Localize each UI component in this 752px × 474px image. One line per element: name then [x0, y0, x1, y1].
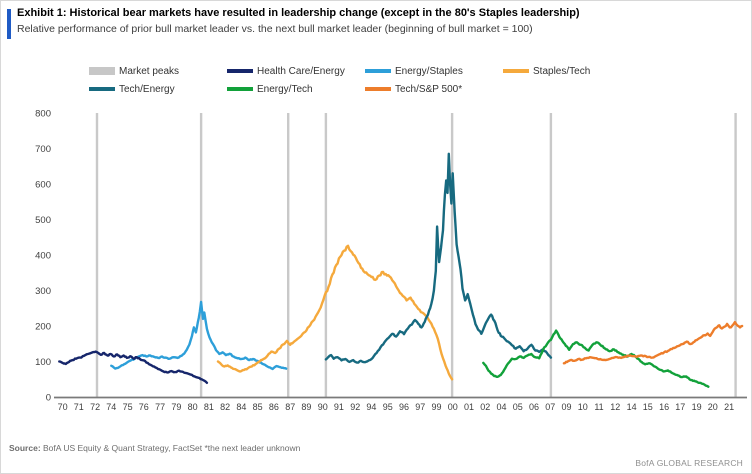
x-tick-label: 86: [269, 402, 279, 412]
y-tick-label: 0: [46, 393, 51, 404]
x-tick-label: 00: [448, 402, 458, 412]
x-tick-label: 89: [301, 402, 311, 412]
x-tick-label: 02: [480, 402, 490, 412]
brand-label: BofA GLOBAL RESEARCH: [635, 458, 743, 468]
legend-swatch: [503, 69, 529, 73]
legend-label: Energy/Staples: [395, 65, 463, 77]
series-line-tech-s-p-500: [562, 320, 744, 365]
x-axis-labels: 70 71 72 74 75 76 77 79 80 81 82 84 85 86 87 89 90 91 92 94…: [58, 402, 735, 412]
x-tick-label: 76: [139, 402, 149, 412]
x-tick-label: 99: [431, 402, 441, 412]
series-line-tech-energy: [324, 152, 553, 364]
x-tick-label: 72: [90, 402, 100, 412]
market-peak-band: [450, 113, 454, 397]
y-axis-labels: 0 100 200 300 400 500 600 700 800: [35, 109, 51, 404]
legend-item-energy-tech: Energy/Tech: [227, 82, 365, 96]
x-tick-label: 10: [578, 402, 588, 412]
source-text: BofA US Equity & Quant Strategy, FactSet…: [40, 443, 301, 453]
y-tick-label: 700: [35, 144, 51, 155]
x-tick-label: 16: [659, 402, 669, 412]
x-tick-label: 09: [561, 402, 571, 412]
legend-swatch: [365, 69, 391, 73]
x-tick-label: 19: [692, 402, 702, 412]
x-tick-label: 84: [236, 402, 246, 412]
x-tick-label: 77: [155, 402, 165, 412]
series-line-energy-staples: [110, 300, 288, 371]
legend-item-energy-staples: Energy/Staples: [365, 64, 503, 78]
x-tick-label: 07: [545, 402, 555, 412]
y-tick-label: 800: [35, 109, 51, 120]
legend-label: Staples/Tech: [533, 65, 591, 77]
x-tick-label: 17: [675, 402, 685, 412]
market-peak-band: [199, 113, 203, 397]
x-tick-label: 95: [383, 402, 393, 412]
legend-swatch: [227, 87, 253, 91]
x-tick-label: 05: [513, 402, 523, 412]
legend-swatch: [365, 87, 391, 91]
legend-label: Energy/Tech: [257, 83, 313, 95]
x-tick-label: 85: [253, 402, 263, 412]
x-tick-label: 75: [123, 402, 133, 412]
x-tick-label: 94: [366, 402, 376, 412]
market-peak-band: [549, 113, 553, 397]
y-tick-label: 500: [35, 215, 51, 226]
x-tick-label: 96: [399, 402, 409, 412]
source-note: Source: BofA US Equity & Quant Strategy,…: [9, 443, 300, 453]
y-tick-label: 600: [35, 180, 51, 191]
market-peak-band: [95, 113, 99, 397]
legend-label: Market peaks: [119, 65, 180, 77]
market-peak-band: [287, 113, 290, 397]
x-tick-label: 92: [350, 402, 360, 412]
x-tick-label: 71: [74, 402, 84, 412]
x-tick-label: 81: [204, 402, 214, 412]
series-line-health-care-energy: [58, 350, 209, 384]
source-label: Source:: [9, 443, 41, 453]
series-line-energy-tech: [482, 329, 710, 388]
legend-swatch: [227, 69, 253, 73]
y-tick-label: 100: [35, 357, 51, 368]
x-tick-label: 79: [171, 402, 181, 412]
legend-label: Health Care/Energy: [257, 65, 345, 77]
x-tick-label: 21: [724, 402, 734, 412]
legend-item-staples-tech: Staples/Tech: [503, 64, 641, 78]
x-tick-label: 91: [334, 402, 344, 412]
x-tick-label: 74: [106, 402, 116, 412]
exhibit-subtitle: Relative performance of prior bull marke…: [17, 23, 533, 35]
legend-item-market-peaks: Market peaks: [89, 64, 227, 78]
legend-swatch: [89, 67, 115, 75]
x-tick-label: 01: [464, 402, 474, 412]
legend-item-health-care-energy: Health Care/Energy: [227, 64, 365, 78]
market-peak-bands: [95, 113, 737, 397]
market-peak-band: [734, 113, 737, 397]
chart-legend: Market peaks Health Care/Energy Energy/Sta…: [89, 64, 641, 96]
x-tick-label: 70: [58, 402, 68, 412]
y-tick-label: 300: [35, 286, 51, 297]
market-peak-band: [324, 113, 328, 397]
legend-item-tech-s-p-500: Tech/S&P 500*: [365, 82, 503, 96]
exhibit-accent-bar: [7, 9, 11, 39]
x-tick-label: 11: [594, 402, 603, 412]
legend-swatch: [89, 87, 115, 91]
x-tick-label: 82: [220, 402, 230, 412]
x-tick-label: 15: [643, 402, 653, 412]
legend-item-tech-energy: Tech/Energy: [89, 82, 227, 96]
x-tick-label: 14: [627, 402, 637, 412]
x-tick-label: 90: [318, 402, 328, 412]
x-tick-label: 20: [708, 402, 718, 412]
series-line-staples-tech: [216, 244, 454, 381]
exhibit-title: Exhibit 1: Historical bear markets have …: [17, 7, 580, 19]
x-tick-label: 04: [496, 402, 506, 412]
y-tick-label: 400: [35, 251, 51, 262]
x-tick-label: 87: [285, 402, 295, 412]
legend-label: Tech/Energy: [119, 83, 175, 95]
x-tick-label: 97: [415, 402, 425, 412]
x-tick-label: 80: [188, 402, 198, 412]
legend-label: Tech/S&P 500*: [395, 83, 463, 95]
x-tick-label: 06: [529, 402, 539, 412]
x-tick-label: 12: [610, 402, 620, 412]
y-tick-label: 200: [35, 322, 51, 333]
